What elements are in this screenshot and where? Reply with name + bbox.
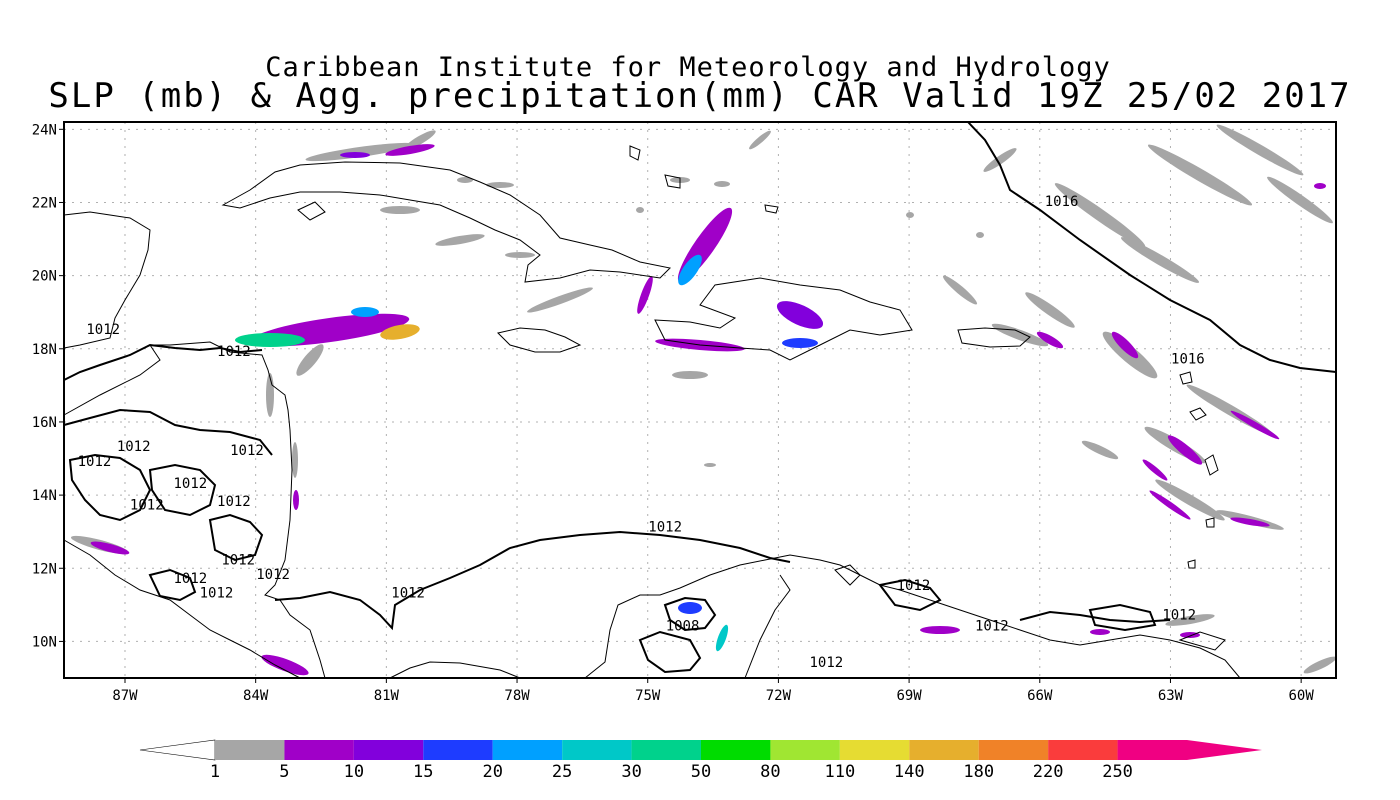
lat-tick-label: 16N: [32, 415, 57, 431]
colorbar-label: 180: [963, 762, 994, 782]
colorbar-swatch: [1048, 740, 1118, 760]
lon-tick-label: 87W: [112, 688, 138, 704]
lat-tick-label: 12N: [32, 561, 57, 577]
isobar-label: 1012: [130, 498, 164, 514]
isobar-label: 1012: [256, 567, 290, 583]
isobar-label: 1012: [173, 571, 207, 587]
colorbar-label: 25: [552, 762, 572, 782]
lon-tick-label: 75W: [635, 688, 661, 704]
lon-tick-label: 72W: [766, 688, 792, 704]
isobar-label: 1016: [1045, 194, 1079, 210]
map-title-institute: Caribbean Institute for Meteorology and …: [265, 52, 1111, 83]
colorbar-label: 1: [210, 762, 220, 782]
isobar-label: 1012: [200, 586, 234, 602]
lat-tick-label: 24N: [32, 122, 57, 138]
colorbar-label: 50: [691, 762, 711, 782]
isobar-label: 1012: [809, 655, 843, 671]
colorbar-swatch: [701, 740, 771, 760]
colorbar-label: 250: [1102, 762, 1133, 782]
lon-tick-label: 78W: [504, 688, 530, 704]
map-title-product: SLP (mb) & Agg. precipitation(mm) CAR Va…: [48, 76, 1352, 116]
colorbar-label: 140: [894, 762, 925, 782]
colorbar-swatch: [353, 740, 424, 760]
colorbar-label: 15: [413, 762, 433, 782]
colorbar-label: 110: [824, 762, 855, 782]
lat-tick-label: 20N: [32, 269, 57, 285]
isobar-label: 1016: [1171, 351, 1205, 367]
plot-area: [64, 122, 1336, 678]
colorbar-swatch: [423, 740, 493, 760]
colorbar-swatch: [909, 740, 979, 760]
lat-tick-label: 14N: [32, 488, 57, 504]
colorbar-low-arrow: [139, 739, 216, 761]
lon-tick-label: 66W: [1027, 688, 1053, 704]
colorbar-swatch: [215, 740, 285, 760]
colorbar-swatch: [770, 740, 840, 760]
isobar-label: 1012: [217, 344, 251, 360]
plot-frame: [63, 121, 1337, 679]
isobar-label: 1012: [86, 322, 120, 338]
colorbar-label: 10: [344, 762, 364, 782]
colorbar-swatch: [284, 740, 354, 760]
colorbar-swatch: [1117, 740, 1187, 760]
lon-tick-label: 63W: [1158, 688, 1184, 704]
isobar-label: 1012: [1162, 607, 1196, 623]
colorbar-label: 5: [279, 762, 289, 782]
lon-tick-label: 84W: [243, 688, 269, 704]
colorbar-label: 20: [482, 762, 502, 782]
colorbar-swatch: [631, 740, 701, 760]
isobar-label: 1012: [391, 586, 425, 602]
isobar-label: 1012: [230, 443, 264, 459]
axis-ticks: 24N 22N 20N 18N 16N 14N 12N 10N 87W 84W 81W 78W 75W 7…: [32, 122, 1315, 704]
colorbar-swatch: [492, 740, 563, 760]
isobar-label: 1012: [78, 454, 112, 470]
lat-tick-label: 22N: [32, 195, 57, 211]
lon-tick-label: 81W: [374, 688, 400, 704]
isobar-label: 1012: [217, 494, 251, 510]
coastlines: [63, 145, 1241, 679]
isobar-label: 1008: [666, 618, 700, 634]
isobar-label: 1012: [897, 578, 931, 594]
lon-tick-label: 60W: [1289, 688, 1315, 704]
colorbar: 1 5 10 15 20 25 30 50 80 110 140 180 220 250: [139, 739, 1262, 782]
isobar-label: 1012: [221, 553, 255, 569]
lon-tick-label: 69W: [896, 688, 922, 704]
colorbar-swatch: [839, 740, 910, 760]
colorbar-swatch: [978, 740, 1049, 760]
colorbar-swatch: [562, 740, 632, 760]
colorbar-label: 30: [621, 762, 641, 782]
isobar-label: 1012: [173, 476, 207, 492]
colorbar-label: 220: [1033, 762, 1064, 782]
lat-tick-label: 10N: [32, 634, 57, 650]
isobar-label: 1012: [648, 520, 682, 536]
isobar-label: 1012: [975, 618, 1009, 634]
colorbar-label: 80: [760, 762, 780, 782]
isobars: [63, 121, 1337, 674]
colorbar-high-arrow: [1187, 740, 1262, 760]
lat-tick-label: 18N: [32, 342, 57, 358]
isobar-label: 1012: [117, 439, 151, 455]
